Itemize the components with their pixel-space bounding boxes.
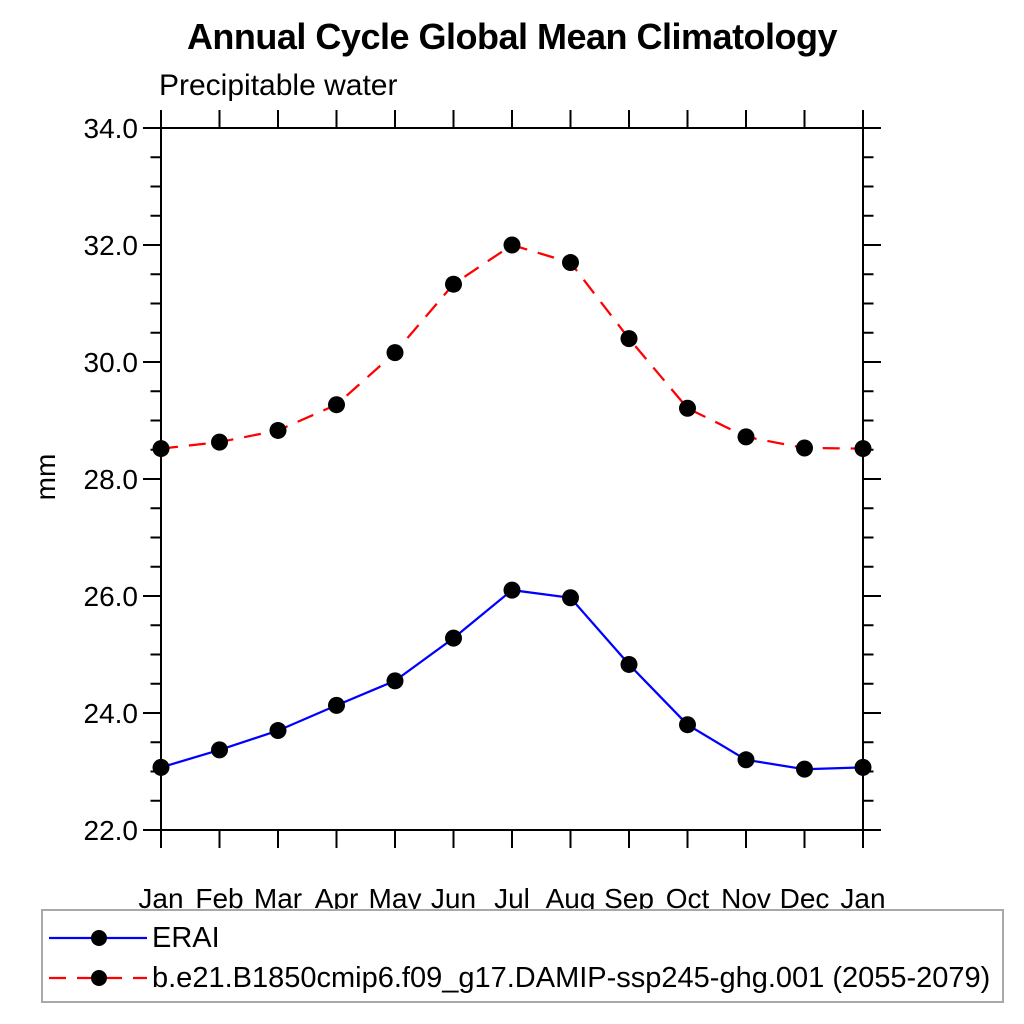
y-tick-label: 22.0 bbox=[84, 815, 139, 846]
data-point-marker bbox=[152, 758, 170, 776]
data-point-marker bbox=[562, 589, 579, 607]
y-tick-label: 32.0 bbox=[84, 230, 139, 261]
series-line-1 bbox=[160, 243, 864, 450]
chart-title: Annual Cycle Global Mean Climatology bbox=[186, 16, 838, 57]
data-point-marker bbox=[503, 581, 521, 599]
data-point-marker bbox=[854, 758, 872, 776]
data-point-marker bbox=[737, 751, 755, 769]
data-point-marker bbox=[152, 440, 170, 458]
data-point-marker bbox=[269, 421, 287, 439]
data-point-marker bbox=[620, 330, 638, 348]
data-point-marker bbox=[328, 696, 345, 714]
data-point-marker bbox=[796, 439, 813, 457]
data-point-marker bbox=[445, 629, 462, 647]
data-point-marker bbox=[328, 396, 345, 414]
data-point-marker bbox=[269, 722, 287, 740]
data-point-marker bbox=[620, 655, 638, 673]
y-tick-label: 34.0 bbox=[84, 113, 139, 144]
legend-item-model: b.e21.B1850cmip6.f09_g17.DAMIP-ssp245-gh… bbox=[47, 958, 990, 998]
plot-frame bbox=[160, 127, 864, 831]
data-point-marker bbox=[211, 433, 228, 451]
data-point-marker bbox=[503, 236, 521, 254]
y-tick-label: 28.0 bbox=[84, 464, 139, 495]
y-tick-label: 26.0 bbox=[84, 581, 139, 612]
data-point-marker bbox=[679, 716, 696, 734]
data-point-marker bbox=[386, 344, 404, 362]
data-point-marker bbox=[796, 760, 813, 778]
legend-sample-marker bbox=[91, 930, 107, 946]
legend-label-model: b.e21.B1850cmip6.f09_g17.DAMIP-ssp245-gh… bbox=[152, 961, 991, 994]
legend-line-sample-solid bbox=[49, 930, 147, 946]
data-point-marker bbox=[679, 399, 696, 417]
chart-subtitle: Precipitable water bbox=[159, 69, 398, 102]
y-tick-label: 30.0 bbox=[84, 347, 139, 378]
data-point-marker bbox=[737, 428, 755, 446]
data-point-marker bbox=[445, 275, 462, 293]
legend-sample-marker bbox=[91, 970, 107, 986]
data-point-marker bbox=[211, 741, 228, 759]
legend-item-erai: ERAI bbox=[47, 918, 220, 958]
y-tick-label: 24.0 bbox=[84, 698, 139, 729]
data-point-marker bbox=[854, 440, 872, 458]
data-point-marker bbox=[562, 254, 579, 272]
legend-line-sample-dashed bbox=[49, 970, 147, 986]
data-point-marker bbox=[386, 672, 404, 690]
y-axis-label: mm bbox=[30, 453, 61, 501]
series-line-0 bbox=[160, 588, 864, 771]
legend-label-erai: ERAI bbox=[152, 921, 220, 954]
legend: ERAI b.e21.B1850cmip6.f09_g17.DAMIP-ssp2… bbox=[41, 909, 1004, 1003]
